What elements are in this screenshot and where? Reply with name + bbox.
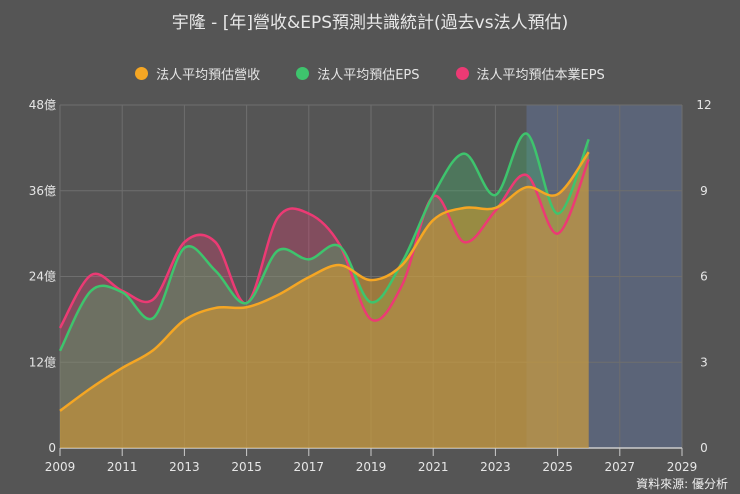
x-tick-label: 2011 — [107, 460, 138, 474]
y-left-tick-label: 0 — [48, 441, 56, 455]
y-left-tick-label: 36億 — [29, 184, 56, 198]
legend-dot-icon — [135, 67, 149, 80]
x-tick-label: 2023 — [480, 460, 511, 474]
y-right-tick-label: 6 — [700, 270, 708, 284]
x-tick-label: 2021 — [418, 460, 449, 474]
x-tick-label: 2009 — [45, 460, 76, 474]
area-fill-2 — [60, 159, 589, 448]
x-tick-label: 2017 — [294, 460, 325, 474]
area-fill-0 — [60, 152, 589, 448]
legend-label: 法人平均預估EPS — [317, 68, 420, 83]
legend: 法人平均預估營收 法人平均預估EPS 法人平均預估本業EPS — [0, 64, 740, 83]
source-note: 資料來源: 優分析 — [636, 477, 728, 491]
legend-label: 法人平均預估營收 — [156, 68, 261, 83]
chart-title: 宇隆 - [年]營收&EPS預測共識統計(過去vs法人預估) — [171, 13, 569, 33]
x-tick-label: 2025 — [542, 460, 573, 474]
series-line-2 — [58, 158, 590, 329]
legend-item-eps[interactable]: 法人平均預估EPS — [296, 64, 420, 83]
y-right-tick-label: 3 — [700, 355, 708, 369]
x-tick-label: 2027 — [605, 460, 636, 474]
series-line-1 — [58, 132, 590, 352]
legend-item-core-eps[interactable]: 法人平均預估本業EPS — [455, 64, 605, 83]
area-fill-1 — [60, 133, 589, 448]
legend-label: 法人平均預估本業EPS — [476, 68, 605, 83]
y-left-tick-label: 48億 — [29, 98, 56, 112]
x-tick-label: 2019 — [356, 460, 387, 474]
y-left-tick-label: 24億 — [29, 270, 56, 284]
legend-dot-icon — [455, 67, 469, 80]
x-tick-label: 2029 — [667, 460, 698, 474]
legend-dot-icon — [296, 67, 310, 80]
y-right-tick-label: 9 — [700, 184, 708, 198]
legend-item-revenue[interactable]: 法人平均預估營收 — [135, 64, 260, 83]
x-tick-label: 2015 — [231, 460, 262, 474]
x-tick-label: 2013 — [169, 460, 200, 474]
y-left-tick-label: 12億 — [29, 355, 56, 369]
series-line-0 — [59, 151, 590, 412]
y-right-tick-label: 12 — [696, 98, 711, 112]
y-right-tick-label: 0 — [700, 441, 708, 455]
